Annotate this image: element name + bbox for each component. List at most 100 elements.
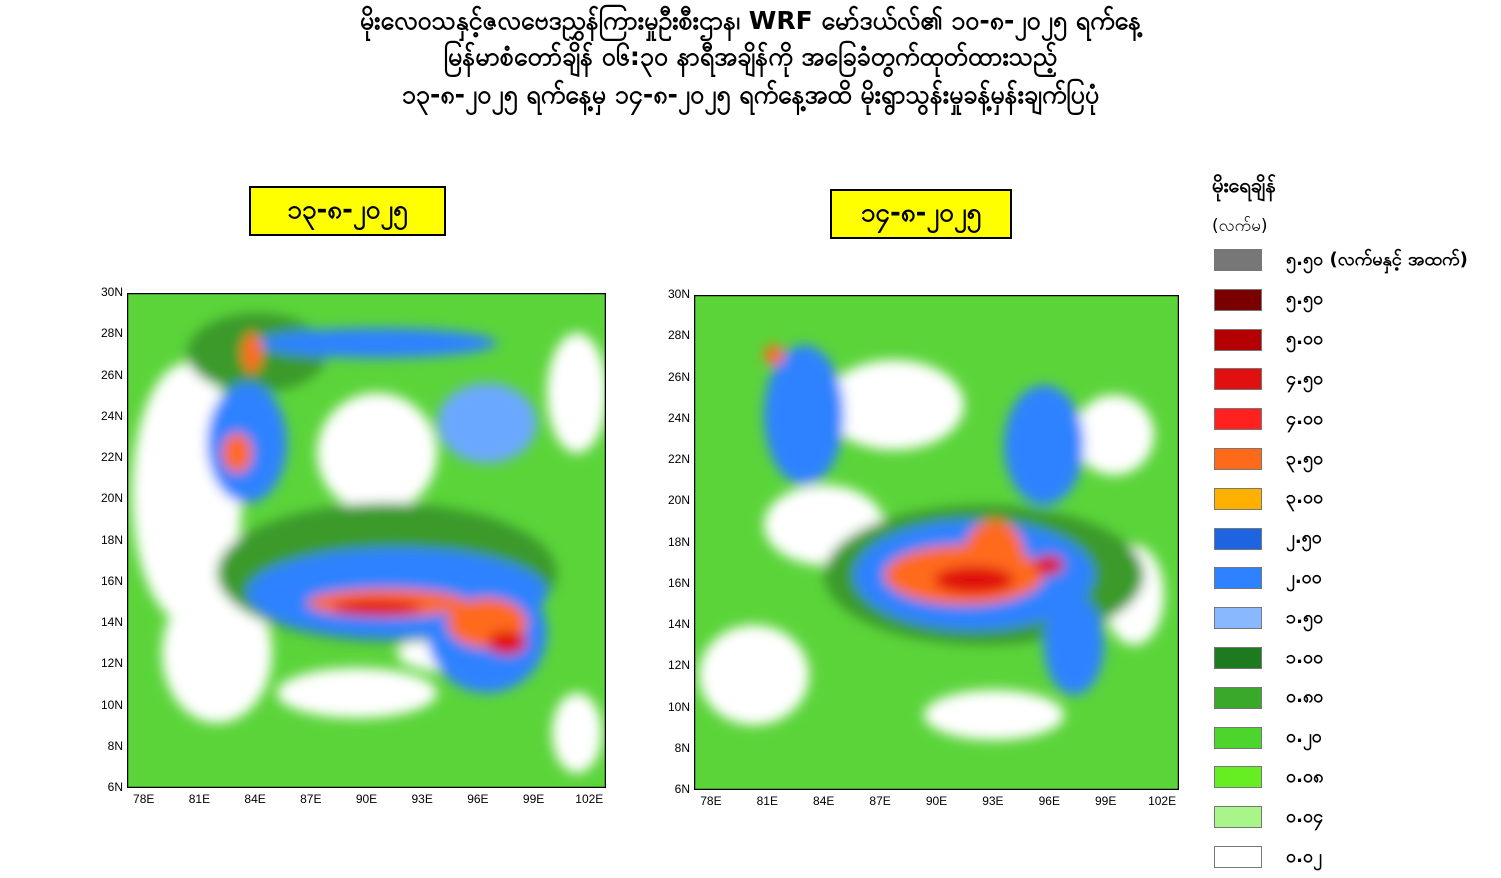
map-1-lon-label: 84E — [244, 792, 266, 806]
map-2-lat-label: 30N — [667, 287, 690, 301]
map-2-lat-label: 6N — [674, 782, 690, 796]
legend-swatch — [1214, 527, 1262, 550]
map-1-date-label: ၁၃-၈-၂၀၂၅ — [249, 186, 446, 236]
map-2-lon-label: 84E — [813, 794, 835, 808]
legend-label: ၅.၅၀ (လက်မနှင့် အထက်) — [1286, 248, 1468, 270]
legend-item: ၅.၅၀ (လက်မနှင့် အထက်) — [1214, 248, 1468, 272]
map-1-lat-label: 26N — [100, 367, 123, 382]
map-2-lat-label: 14N — [667, 617, 690, 631]
legend-title: မိုးရေချိန် — [1212, 173, 1276, 197]
legend-item: ၅.၀၀ — [1214, 328, 1323, 352]
legend-item: ၅.၅၀ — [1214, 288, 1323, 312]
legend-label: ၅.၀၀ — [1286, 328, 1324, 350]
map-2-lon-label: 102E — [1148, 794, 1177, 808]
map-1-lon-label: 90E — [355, 792, 378, 806]
legend-item: ၁.၀၀ — [1214, 646, 1323, 670]
legend-item: ၄.၀၀ — [1214, 407, 1323, 431]
map-2-lon-label: 78E — [700, 794, 722, 808]
rainfall-map-2 — [694, 295, 1179, 790]
legend-label: ၄.၅၀ — [1286, 367, 1324, 389]
map-1-lon-label: 102E — [575, 792, 604, 806]
map-2-lat-label: 28N — [667, 328, 690, 343]
legend-item: ၃.၀၀ — [1214, 487, 1323, 511]
map-2-lat-label: 16N — [667, 575, 690, 590]
legend-item: ၂.၀၀ — [1214, 566, 1322, 590]
legend-label: ၃.၀၀ — [1286, 487, 1324, 509]
map-2-lat-label: 22N — [667, 452, 690, 466]
map-2-lon-label: 81E — [756, 794, 778, 808]
map-1-lat-label: 14N — [100, 615, 123, 629]
map-1-lon-label: 93E — [411, 792, 433, 806]
legend-label: ၀.၀၄ — [1286, 805, 1324, 827]
legend-item: ၀.၀၄ — [1214, 805, 1323, 829]
legend-item: ၀.၀၈ — [1214, 765, 1323, 789]
header-line-3: ၁၃-၈-၂၀၂၅ ရက်နေ့မှ ၁၄-၈-၂၀၂၅ ရက်နေ့အထိ မ… — [401, 80, 1100, 109]
map-1-lon-label: 87E — [300, 792, 322, 806]
map-1-lat-label: 24N — [100, 408, 123, 423]
legend-label: ၀.၀၂ — [1286, 845, 1322, 867]
legend-label: ၃.၅၀ — [1286, 447, 1324, 469]
legend-label: ၂.၅၀ — [1286, 527, 1322, 549]
legend-swatch — [1214, 448, 1262, 470]
legend-item: ၃.၅၀ — [1214, 447, 1323, 471]
map-2-lat-label: 8N — [674, 740, 690, 755]
legend-swatch — [1214, 368, 1262, 391]
legend-label: ၅.၅၀ — [1286, 288, 1324, 310]
map-2-lon-label: 99E — [1094, 794, 1117, 808]
map-1-lat-label: 8N — [107, 738, 123, 753]
legend-swatch — [1214, 607, 1262, 630]
map-1-lat-label: 30N — [100, 285, 123, 299]
map-1-lat-label: 12N — [100, 656, 123, 671]
map-2-lon-label: 93E — [982, 794, 1004, 808]
map-1-lat-label: 22N — [100, 450, 123, 464]
map-2-lat-label: 18N — [667, 534, 690, 549]
legend-swatch — [1214, 686, 1262, 709]
legend-swatch — [1214, 806, 1262, 829]
legend-label: ၂.၀၀ — [1286, 566, 1322, 588]
map-1-lat-label: 16N — [100, 573, 123, 588]
map-1-lat-label: 28N — [100, 326, 123, 341]
legend-unit: (လက်မ) — [1212, 216, 1268, 236]
legend-item: ၂.၅၀ — [1214, 527, 1322, 551]
map-2-lat-label: 20N — [667, 493, 690, 508]
legend-swatch — [1214, 766, 1262, 789]
legend-item: ၁.၅၀ — [1214, 606, 1323, 630]
map-1-lon-label: 78E — [133, 792, 155, 806]
legend-swatch — [1214, 846, 1262, 868]
map-2-lon-label: 96E — [1038, 794, 1060, 808]
map-1-lon-label: 96E — [467, 792, 489, 806]
legend-swatch — [1214, 647, 1262, 669]
rainfall-map-1 — [127, 293, 606, 788]
legend-label: ၀.၂၀ — [1286, 726, 1322, 748]
legend-label: ၀.၈၀ — [1286, 686, 1324, 708]
legend-swatch — [1214, 726, 1262, 749]
map-2-lat-label: 10N — [667, 699, 690, 714]
legend-label: ၄.၀၀ — [1286, 407, 1324, 429]
map-1-lat-label: 20N — [100, 491, 123, 506]
legend-label: ၁.၅၀ — [1286, 606, 1324, 628]
legend-item: ၀.၈၀ — [1214, 686, 1323, 710]
legend-swatch — [1214, 567, 1262, 590]
map-2-lat-label: 24N — [667, 410, 690, 425]
legend-swatch — [1214, 487, 1262, 510]
map-2-lon-label: 90E — [925, 794, 948, 808]
legend-swatch — [1214, 328, 1262, 351]
map-1-lat-label: 10N — [100, 697, 123, 712]
map-1-lat-label: 6N — [107, 780, 123, 794]
legend-label: ၁.၀၀ — [1286, 646, 1324, 668]
map-2-lat-label: 12N — [667, 658, 690, 673]
legend-item: ၀.၀၂ — [1214, 845, 1322, 869]
legend-item: ၀.၂၀ — [1214, 726, 1322, 750]
legend-swatch — [1214, 249, 1262, 271]
legend-item: ၄.၅၀ — [1214, 367, 1323, 391]
header-line-1: မိုးလေဝသနှင့်ဇလဗေဒညွှန်ကြားမှုဦးစီးဌာန၊ … — [359, 6, 1142, 35]
map-2-lat-label: 26N — [667, 369, 690, 384]
legend-swatch — [1214, 288, 1262, 311]
map-2-lon-label: 87E — [869, 794, 891, 808]
legend-label: ၀.၀၈ — [1286, 765, 1324, 787]
map-1-lon-label: 81E — [188, 792, 211, 806]
legend-swatch — [1214, 408, 1262, 431]
header-line-2: မြန်မာစံတော်ချိန် ၀၆:၃၀ နာရီအချိန်ကို အခ… — [443, 42, 1058, 71]
map-2-date-label: ၁၄-၈-၂၀၂၅ — [830, 189, 1012, 239]
map-1-lat-label: 18N — [100, 532, 123, 547]
